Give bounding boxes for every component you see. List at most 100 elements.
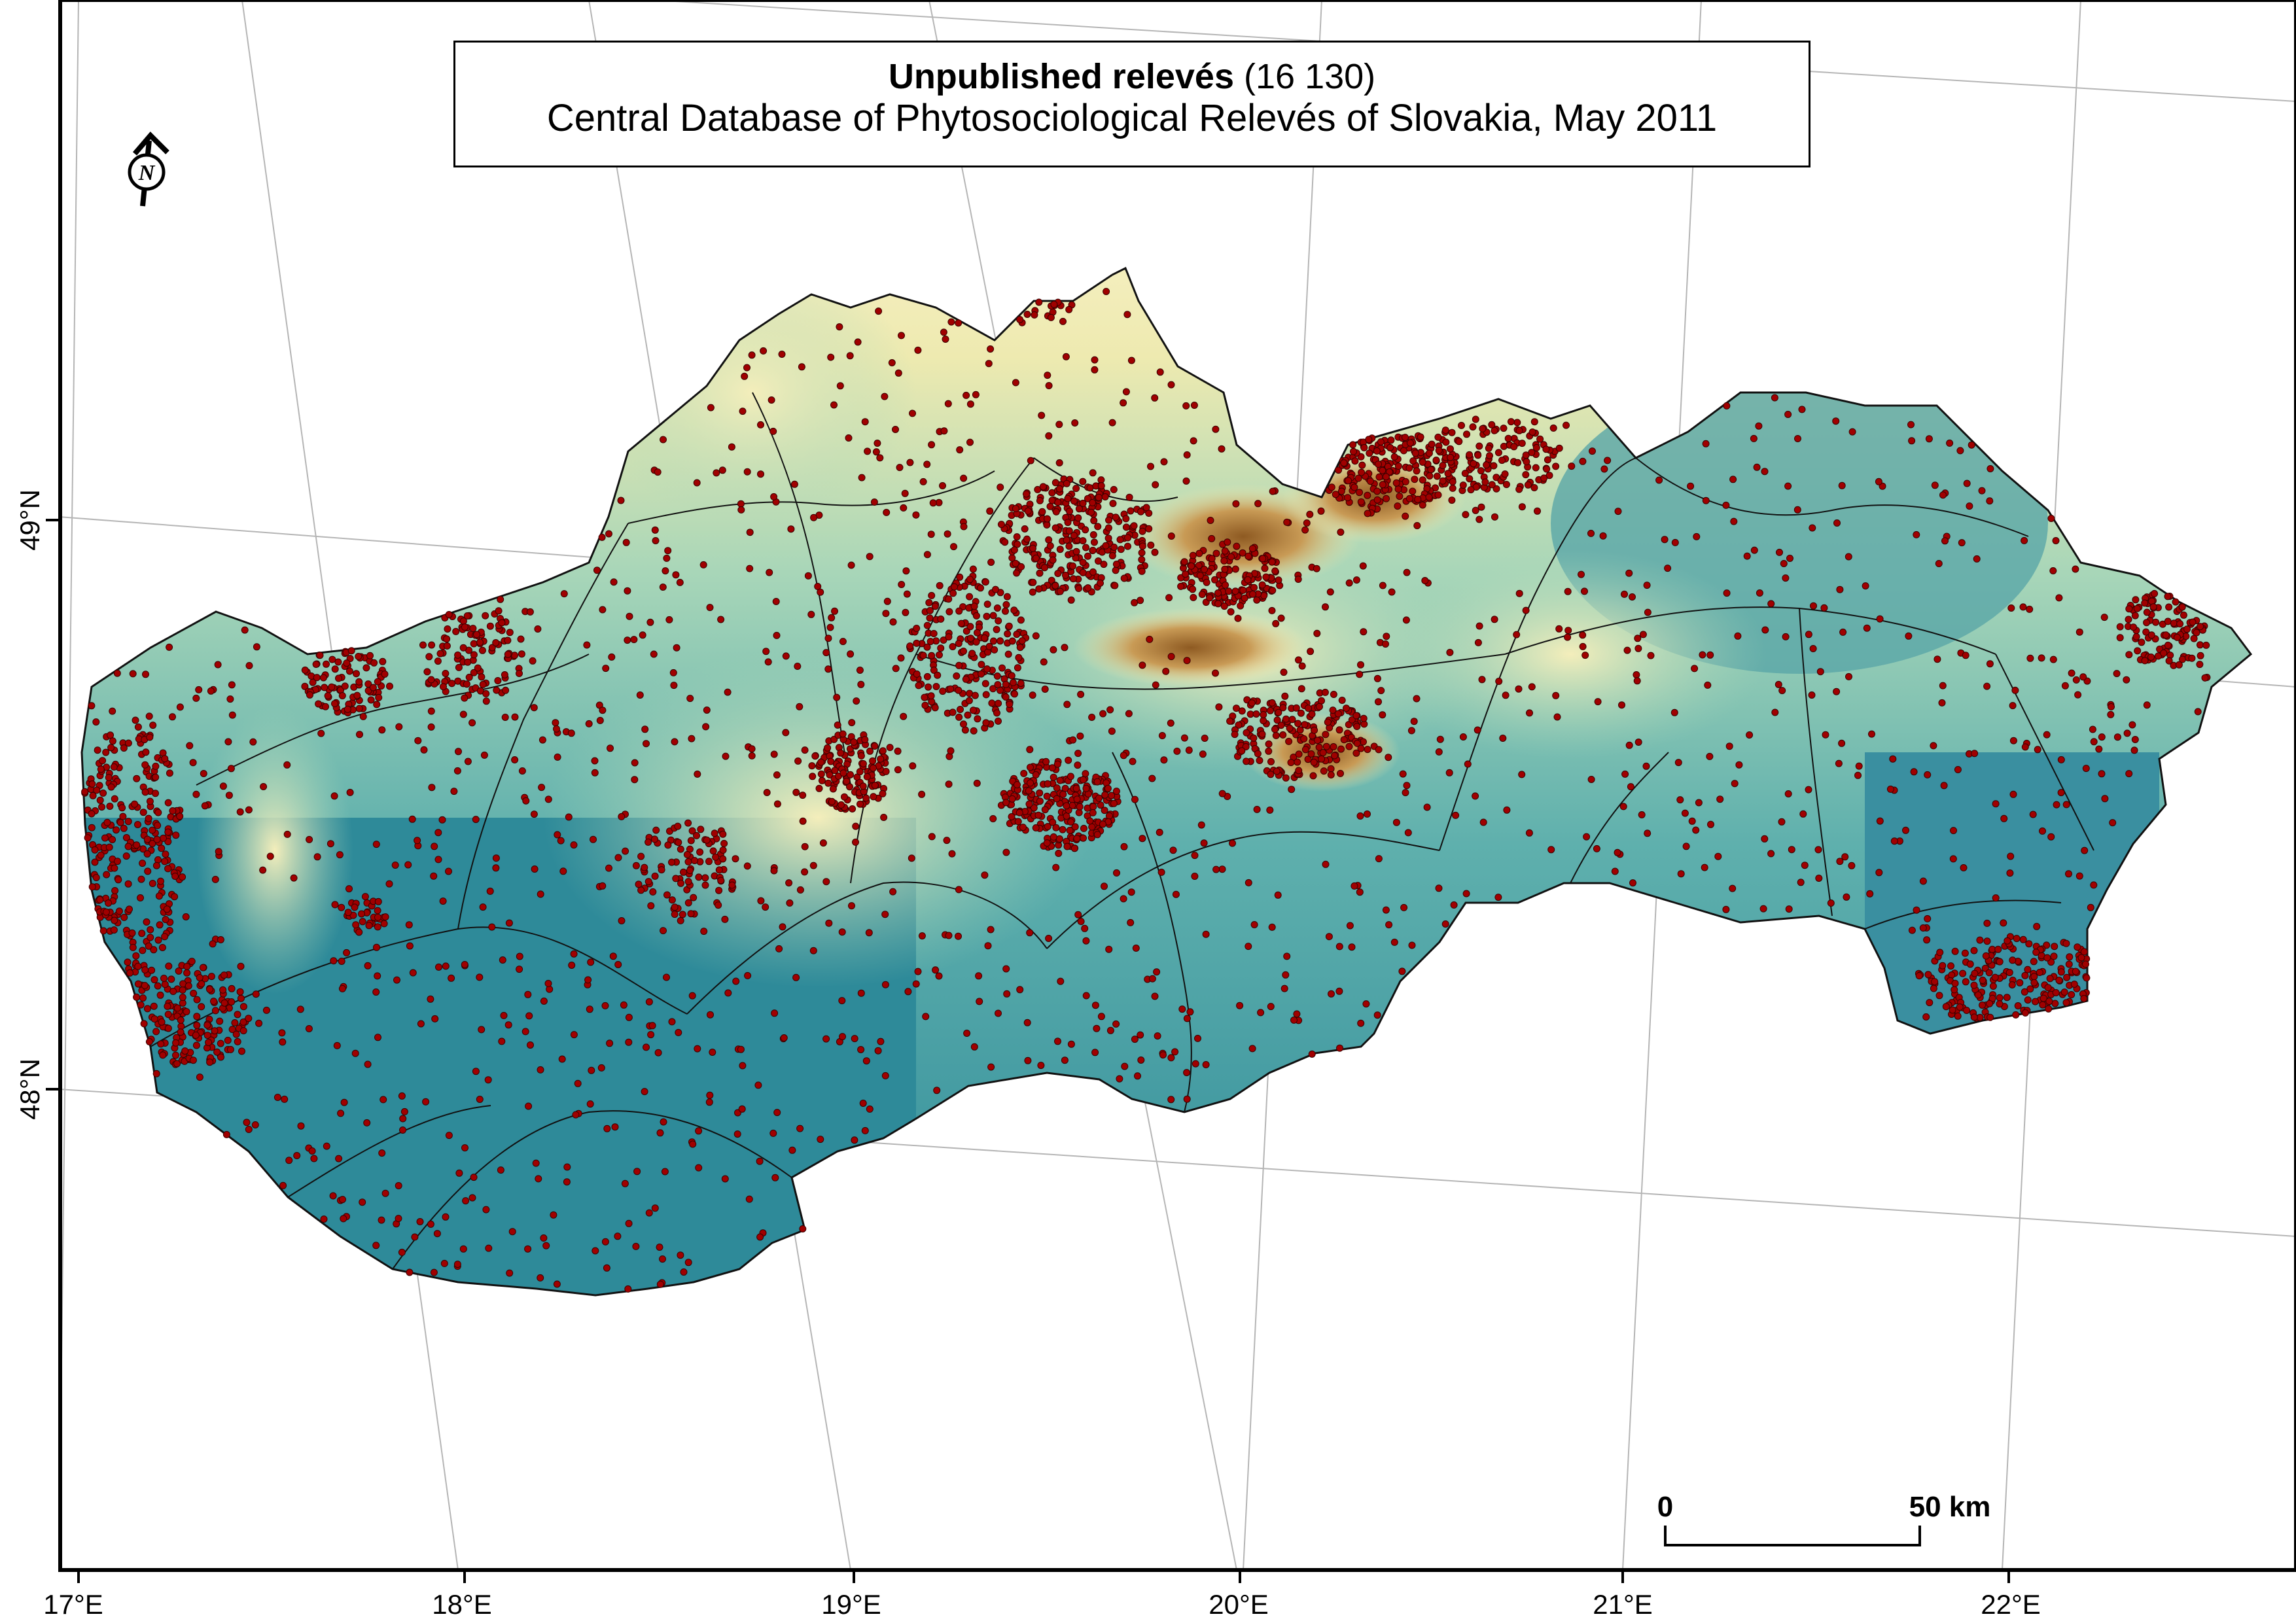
releve-point [2068,991,2075,998]
releve-point [1231,565,1239,573]
releve-point [799,817,807,825]
releve-point [863,773,871,780]
releve-point [366,652,374,659]
releve-point [947,685,955,693]
releve-point [504,637,512,644]
releve-point [361,893,369,901]
releve-point [648,1022,656,1030]
releve-point [359,918,366,926]
releve-point [883,597,891,605]
releve-point [831,767,839,775]
releve-point [154,809,162,816]
releve-point [165,962,173,970]
releve-point [1273,767,1280,775]
releve-point [977,584,984,592]
releve-point [1474,638,1482,646]
releve-point [866,1105,874,1113]
releve-point [676,578,684,586]
releve-point [1151,992,1159,1000]
releve-point [2057,968,2065,976]
releve-point [1966,960,1974,968]
releve-point [1104,534,1112,542]
releve-point [998,664,1006,672]
releve-point [1061,1056,1069,1064]
releve-point [1644,608,1651,616]
releve-point [889,888,897,896]
releve-point [1093,1024,1101,1032]
releve-point [497,1166,504,1174]
releve-point [540,1234,548,1242]
releve-point [599,882,607,890]
releve-point [955,932,962,940]
releve-point [1474,451,1482,459]
releve-point [1307,648,1315,655]
releve-point [1322,860,1330,868]
releve-point [492,854,500,862]
releve-point [1094,523,1102,531]
releve-point [1282,971,1290,979]
releve-point [381,913,389,921]
releve-point [699,561,707,568]
releve-point [1402,789,1409,797]
releve-point [1351,483,1358,491]
releve-point [982,719,990,727]
releve-point [340,1098,348,1106]
releve-point [455,748,462,756]
releve-point [2180,611,2187,619]
releve-point [499,956,506,964]
releve-point [801,868,809,876]
releve-point [773,800,781,808]
releve-point [1810,602,1817,610]
releve-point [1120,843,1128,850]
releve-point [367,696,375,704]
releve-point [1553,713,1561,721]
releve-point [1310,758,1318,766]
releve-point [1939,491,1947,499]
releve-point [1147,462,1154,470]
releve-point [461,1144,468,1152]
releve-point [1101,791,1109,799]
releve-point [769,427,777,435]
releve-point [1109,500,1117,508]
releve-point [1090,517,1098,525]
releve-point [1272,731,1280,739]
releve-point [530,704,538,712]
releve-point [831,607,838,615]
releve-point [1245,879,1252,886]
releve-point [988,699,996,707]
releve-point [1139,835,1146,843]
releve-point [1082,526,1089,534]
releve-point [929,499,937,507]
releve-point [1050,300,1058,308]
releve-point [480,751,488,759]
releve-point [1729,476,1737,483]
releve-point [1923,936,1931,944]
releve-point [848,902,855,910]
releve-point [99,927,107,935]
releve-point [183,969,191,977]
releve-point [330,957,338,965]
releve-point [2007,852,2015,860]
releve-point [2039,1001,2047,1009]
releve-point [192,1041,200,1049]
releve-point [1434,491,1442,499]
releve-point [1124,542,1131,550]
releve-point [1082,770,1089,778]
releve-point [728,881,736,889]
releve-point [1072,548,1080,555]
releve-point [652,826,660,834]
releve-point [796,886,804,894]
releve-point [281,1095,289,1103]
releve-point [494,677,502,684]
releve-point [1692,826,1700,834]
releve-point [630,636,638,644]
releve-point [411,1233,419,1241]
releve-point [790,480,798,488]
releve-point [932,966,940,974]
releve-point [744,971,752,979]
releve-point [683,850,691,858]
releve-point [1309,772,1317,780]
releve-point [99,789,107,797]
releve-point [1594,698,1602,706]
releve-point [1030,804,1038,812]
